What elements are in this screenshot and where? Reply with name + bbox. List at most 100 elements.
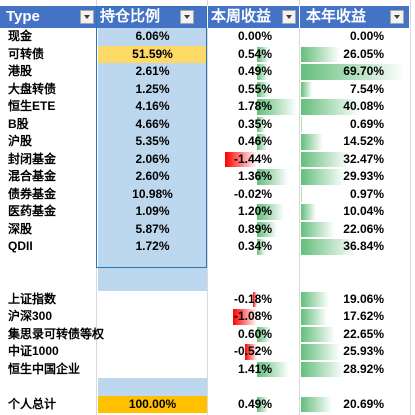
week-return-cell[interactable]: 1.41% (237, 361, 272, 376)
year-return-cell[interactable]: 22.65% (343, 326, 384, 341)
share-cell[interactable]: 4.66% (135, 116, 170, 131)
year-return-cell[interactable]: 69.70% (343, 64, 384, 78)
year-return-cell[interactable]: 10.04% (343, 204, 384, 218)
share-cell[interactable]: 1.25% (135, 81, 170, 96)
type-cell[interactable]: 大盘转债 (8, 81, 57, 96)
week-return-cell[interactable]: 0.34% (237, 239, 272, 253)
share-cell[interactable] (98, 326, 207, 344)
week-return-cell[interactable] (207, 273, 299, 291)
week-return-cell[interactable]: 0.54% (237, 46, 272, 61)
filter-dropdown-icon[interactable] (390, 10, 404, 24)
week-return-cell[interactable]: 0.00% (237, 29, 272, 43)
share-cell[interactable] (98, 308, 207, 326)
type-cell[interactable]: 个人总计 (8, 396, 57, 411)
year-return-cell[interactable]: 26.05% (343, 46, 384, 61)
year-return-cell[interactable]: 28.92% (343, 361, 384, 376)
week-return-cell[interactable]: 0.60% (237, 326, 272, 341)
share-cell[interactable]: 5.35% (135, 134, 170, 148)
filter-dropdown-icon[interactable] (180, 10, 194, 24)
share-cell[interactable] (98, 273, 207, 291)
year-return-cell[interactable]: 29.93% (343, 169, 384, 183)
week-return-cell[interactable]: -0.18% (233, 291, 272, 306)
year-return-cell[interactable]: 7.54% (349, 81, 384, 96)
year-return-cell[interactable]: 40.08% (343, 99, 384, 113)
type-cell[interactable]: 深股 (8, 221, 33, 236)
year-databar (301, 396, 332, 412)
year-return-cell[interactable]: 32.47% (343, 151, 384, 166)
year-return-cell[interactable] (300, 256, 410, 274)
type-cell[interactable]: 恒生中国企业 (8, 361, 81, 376)
share-cell[interactable] (98, 361, 207, 379)
type-cell[interactable]: 沪深300 (8, 309, 53, 323)
share-cell[interactable]: 2.06% (135, 151, 170, 166)
header-year-cell[interactable]: 本年收益 (300, 6, 410, 28)
type-cell[interactable]: 上证指数 (8, 291, 57, 306)
type-cell[interactable]: 中证1000 (8, 344, 59, 358)
week-return-cell[interactable]: 1.78% (237, 99, 272, 113)
year-return-cell[interactable]: 20.69% (343, 396, 384, 411)
year-return-cell[interactable]: 14.52% (343, 134, 384, 148)
year-return-cell[interactable]: 0.00% (349, 29, 384, 43)
year-return-cell[interactable]: 17.62% (343, 309, 384, 323)
week-return-cell[interactable]: 0.35% (237, 116, 272, 131)
share-cell[interactable] (98, 378, 207, 396)
week-return-cell[interactable]: 0.89% (237, 221, 272, 236)
week-return-cell[interactable]: 0.49% (237, 64, 272, 78)
year-return-cell[interactable]: 0.69% (349, 116, 384, 131)
week-return-cell[interactable]: 1.36% (237, 169, 272, 183)
week-return-cell[interactable]: 1.20% (237, 204, 272, 218)
type-cell[interactable]: QDII (8, 239, 33, 253)
week-return-cell[interactable]: 0.55% (237, 81, 272, 96)
type-cell[interactable]: 恒生ETE (8, 99, 56, 113)
year-return-cell[interactable]: 0.97% (349, 186, 384, 201)
year-return-cell[interactable]: 19.06% (343, 291, 384, 306)
week-return-cell[interactable] (207, 256, 299, 274)
type-cell[interactable]: 混合基金 (8, 169, 57, 183)
type-cell[interactable]: 现金 (8, 29, 33, 43)
type-cell[interactable]: B股 (8, 116, 29, 131)
share-cell[interactable]: 2.61% (135, 64, 170, 78)
week-return-cell[interactable]: 0.46% (237, 134, 272, 148)
year-return-cell[interactable] (300, 378, 410, 396)
share-cell[interactable]: 1.72% (135, 239, 170, 253)
share-cell[interactable]: 2.60% (135, 169, 170, 183)
type-cell[interactable]: 债券基金 (8, 186, 57, 201)
type-cell[interactable]: 港股 (8, 64, 33, 78)
week-return-cell[interactable]: -1.44% (233, 151, 272, 166)
share-cell[interactable] (98, 343, 207, 361)
share-cell[interactable]: 4.16% (135, 99, 170, 113)
share-cell[interactable]: 5.87% (135, 221, 170, 236)
year-return-cell[interactable]: 36.84% (343, 239, 384, 253)
table-row: 沪股 5.35% 0.46% 14.52% (0, 133, 415, 151)
year-databar (301, 344, 340, 360)
share-cell[interactable]: 51.59% (132, 46, 173, 61)
header-type-cell[interactable]: Type (0, 6, 97, 28)
year-return-cell[interactable]: 22.06% (343, 221, 384, 236)
type-cell[interactable]: 沪股 (8, 134, 33, 148)
week-return-cell[interactable]: -0.52% (233, 344, 272, 358)
year-databar (301, 81, 313, 97)
share-cell[interactable]: 10.98% (132, 186, 173, 201)
share-cell[interactable] (98, 291, 207, 309)
filter-dropdown-icon[interactable] (80, 10, 94, 24)
type-cell[interactable]: 医药基金 (8, 204, 57, 218)
share-cell[interactable]: 1.09% (135, 204, 170, 218)
column-gridline (207, 0, 208, 415)
filter-dropdown-icon[interactable] (282, 10, 296, 24)
share-cell[interactable] (98, 256, 207, 274)
year-return-cell[interactable]: 25.93% (343, 344, 384, 358)
week-return-cell[interactable]: 0.49% (237, 396, 272, 411)
share-cell[interactable]: 6.06% (135, 29, 170, 43)
type-cell[interactable]: 可转债 (8, 46, 45, 61)
week-return-cell[interactable]: -1.08% (233, 309, 272, 323)
type-cell[interactable]: 封闭基金 (8, 151, 57, 166)
year-return-cell[interactable] (300, 273, 410, 291)
week-return-cell[interactable]: -0.02% (233, 186, 272, 201)
header-week-cell[interactable]: 本周收益 (208, 6, 300, 28)
type-cell[interactable]: 集思录可转债等权 (8, 326, 105, 341)
week-return-cell[interactable] (207, 378, 299, 396)
share-cell[interactable]: 100.00% (128, 396, 177, 411)
header-share-cell[interactable]: 持仓比例 (97, 6, 208, 28)
table-row: 中证1000 -0.52% 25.93% (0, 343, 415, 361)
week-databar (257, 204, 284, 220)
